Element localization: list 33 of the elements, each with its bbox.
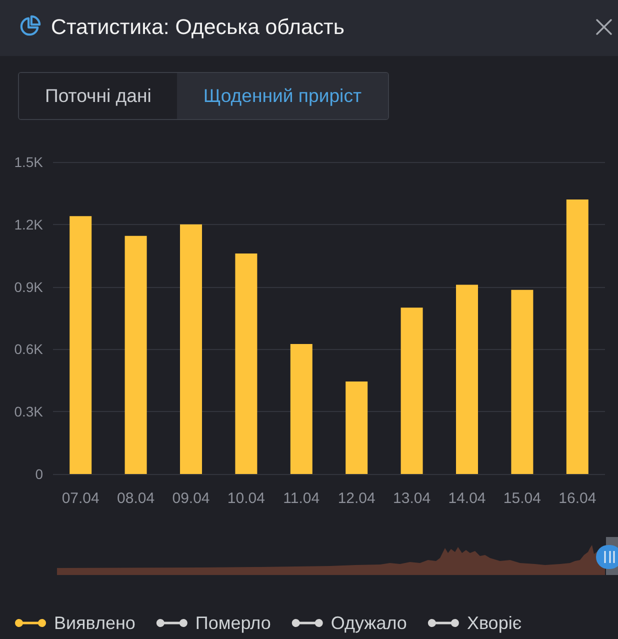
y-tick-label: 0.9K <box>14 278 44 295</box>
y-tick-label: 0.3K <box>14 404 44 420</box>
x-tick-label: 09.04 <box>172 490 210 507</box>
bar <box>235 254 258 474</box>
x-tick-label: 12.04 <box>338 490 376 507</box>
bar <box>400 308 423 474</box>
x-tick-label: 13.04 <box>393 490 431 507</box>
bar <box>124 236 147 474</box>
x-tick-label: 07.04 <box>62 490 100 507</box>
y-tick-label: 1.2K <box>14 216 44 232</box>
y-tick-label: 0 <box>35 466 44 482</box>
bar <box>566 199 588 474</box>
tab: Поточні дані <box>19 73 178 119</box>
x-tick-label: 10.04 <box>227 490 265 507</box>
x-tick-label: 08.04 <box>117 490 155 507</box>
bar <box>70 216 92 474</box>
chart-title: Статистика: Одеська область <box>51 15 344 40</box>
legend-label: Одужало <box>330 613 407 633</box>
x-tick-label: 15.04 <box>503 490 541 507</box>
bar <box>456 284 478 474</box>
bar <box>290 344 312 474</box>
legend-label: Виявлено <box>54 613 136 633</box>
bar <box>346 381 368 474</box>
x-tick-label: 16.04 <box>558 490 596 507</box>
x-tick-label: 14.04 <box>448 490 486 507</box>
legend-label: Померло <box>195 613 271 633</box>
y-tick-label: 0.6K <box>14 341 44 358</box>
x-tick-label: 11.04 <box>283 490 320 507</box>
bar <box>180 224 202 474</box>
y-tick-label: 1.5K <box>14 154 44 170</box>
tab: Щоденний приріст <box>177 73 388 119</box>
bar <box>511 290 534 474</box>
legend-label: Хворіє <box>466 613 522 633</box>
